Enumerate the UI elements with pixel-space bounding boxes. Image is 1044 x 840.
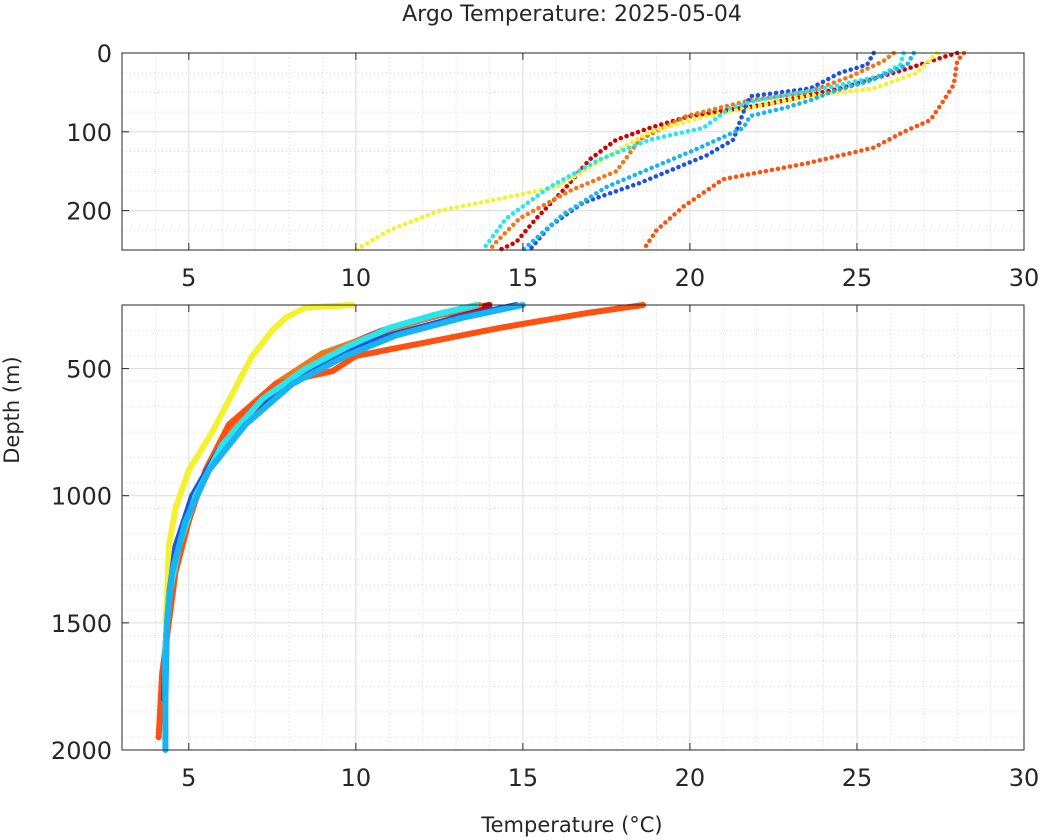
- x-tick-label: 30: [1009, 764, 1040, 792]
- x-tick-label: 30: [1009, 264, 1040, 292]
- x-tick-label: 5: [181, 264, 196, 292]
- y-tick-label: 500: [66, 356, 112, 384]
- x-tick-label: 10: [341, 764, 372, 792]
- x-tick-label: 25: [842, 264, 873, 292]
- x-tick-label: 25: [842, 764, 873, 792]
- top-plot-area: [122, 53, 1024, 250]
- y-axis-label: Depth (m): [0, 356, 24, 463]
- lower-depth-panel: 5 10 15 20 25 30 500 1000 1500 2000: [51, 302, 1040, 792]
- bottom-plot-area: [122, 305, 1024, 750]
- bottom-series-group: [155, 302, 647, 753]
- profile-line-1: [497, 50, 960, 253]
- x-tick-label: 5: [181, 764, 196, 792]
- profile-line-7: [520, 50, 917, 253]
- profile-line-6: [480, 50, 906, 253]
- x-axis-label: Temperature (°C): [480, 813, 662, 837]
- profile-line-4: [353, 50, 940, 253]
- upper-depth-panel: 5 10 15 20 25 30 0 100 200: [66, 40, 1039, 292]
- profile-line-7: [162, 302, 526, 753]
- profile-line-3: [640, 50, 967, 253]
- chart-title: Argo Temperature: 2025-05-04: [402, 2, 742, 27]
- y-tick-label: 1500: [51, 610, 112, 638]
- y-tick-label: 100: [66, 119, 112, 147]
- x-tick-label: 15: [508, 764, 539, 792]
- x-tick-label: 20: [675, 264, 706, 292]
- y-tick-label: 0: [97, 40, 112, 68]
- x-tick-label: 10: [341, 264, 372, 292]
- y-tick-label: 1000: [51, 483, 112, 511]
- top-series-group: [353, 50, 967, 253]
- y-tick-label: 200: [66, 198, 112, 226]
- x-tick-label: 15: [508, 264, 539, 292]
- top-axes-box: [121, 52, 1025, 251]
- x-tick-label: 20: [675, 764, 706, 792]
- profile-line-4: [162, 302, 356, 626]
- bottom-axes-box: [121, 304, 1025, 751]
- y-tick-label: 2000: [51, 737, 112, 765]
